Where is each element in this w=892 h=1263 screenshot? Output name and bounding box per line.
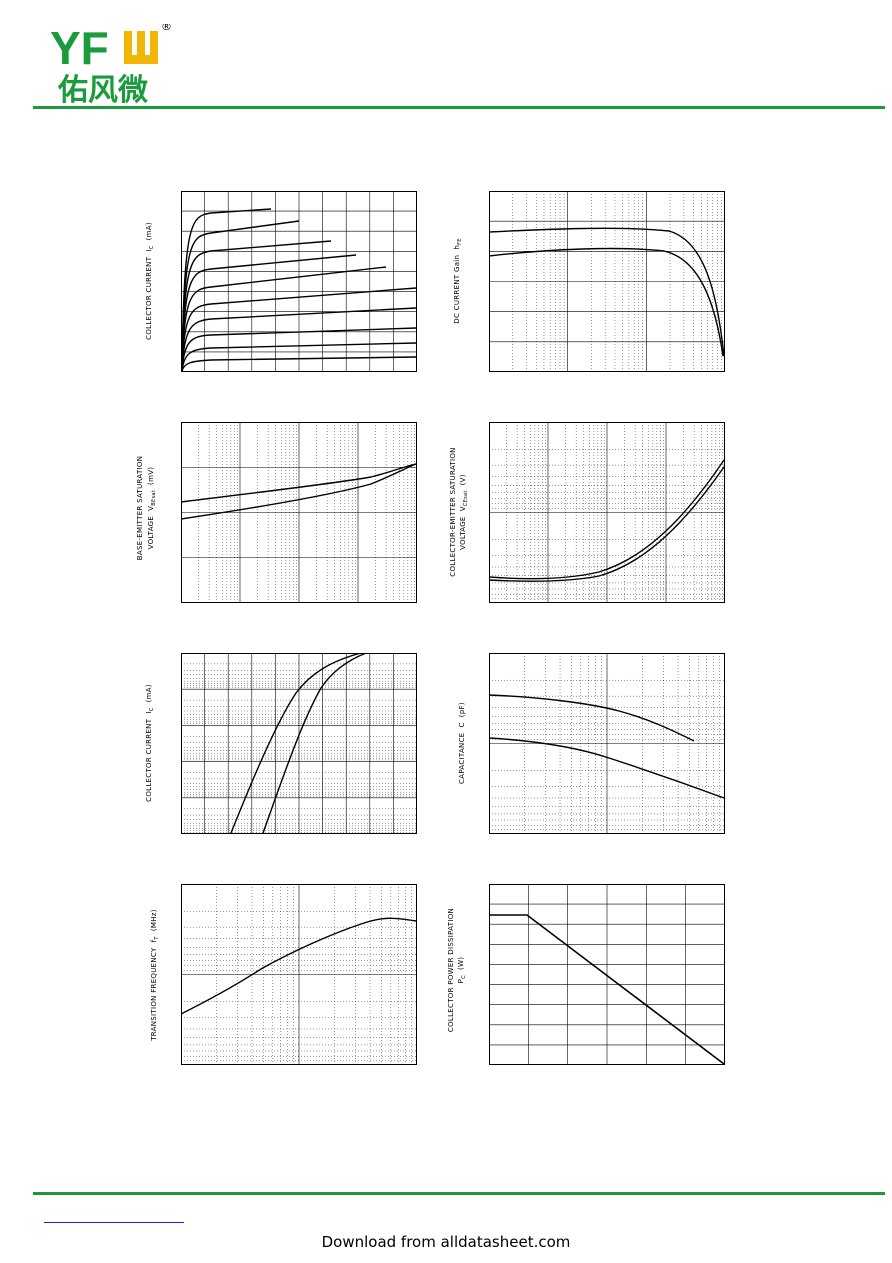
brand-w-mark <box>124 31 158 64</box>
ylabel-hfe-ic: DC CURRENT Gain hFE <box>452 238 464 324</box>
grid <box>489 191 725 372</box>
ylabel-vbesat-ic: BASE-EMITTER SATURATION <box>136 455 144 561</box>
grid <box>489 422 725 603</box>
grid <box>181 653 417 834</box>
curve-vbesat-2 <box>181 463 417 520</box>
curve-ic-10 <box>181 356 417 372</box>
brand-cjk: 佑风微 <box>57 73 148 104</box>
curve-ft <box>181 917 417 1015</box>
ylabel-ic-vbe: COLLECTOR CURRENT IC (mA) <box>144 684 156 802</box>
grid <box>181 884 417 1065</box>
ylabel-vcesat-ic: COLLECTOR-EMITTER SATURATION <box>449 447 457 577</box>
curve-cob <box>489 694 695 742</box>
curve-vbesat-1 <box>181 463 417 503</box>
ylabel-ic-vce: COLLECTOR CURRENT IC (mA) <box>144 222 156 340</box>
header-rule <box>33 106 885 109</box>
chart-vcesat-ic <box>489 422 725 603</box>
chart-ic-vce <box>181 191 417 372</box>
chart-ic-vbe <box>181 653 417 834</box>
curve-ic-9 <box>181 342 417 372</box>
chart-ft-ic <box>181 884 417 1065</box>
curve-ic-8 <box>181 327 417 372</box>
ylabel-vcesat-ic-line2: VOLTAGE VCEsat (V) <box>458 474 470 550</box>
download-notice: Download from alldatasheet.com <box>321 1233 571 1251</box>
chart-hfe-ic <box>489 191 725 372</box>
curve-cib <box>489 737 725 799</box>
curve-icvbe-2 <box>262 653 367 834</box>
registered-mark: ® <box>161 24 172 33</box>
curve-vcesat-2 <box>489 466 725 582</box>
grid <box>489 653 725 834</box>
brand-latin: YF <box>50 24 109 74</box>
footer-rule <box>33 1192 885 1195</box>
chart-cap-v <box>489 653 725 834</box>
grid <box>181 422 417 603</box>
curve-icvbe-1 <box>230 653 362 834</box>
brand-logo: YF 佑风微 ® <box>50 24 172 104</box>
footer-link[interactable] <box>44 1222 184 1223</box>
ylabel-vbesat-ic-line2: VOLTAGE VBEsat (mV) <box>146 466 158 550</box>
ylabel-ft-ic: TRANSITION FREQUENCY fT (MHz) <box>149 909 161 1041</box>
ylabel-cap-v: CAPACITANCE C (pF) <box>458 702 466 784</box>
curve-vcesat-1 <box>489 459 725 580</box>
curve-ic-2 <box>181 220 300 372</box>
chart-pc-ta <box>489 884 725 1065</box>
chart-vbesat-ic <box>181 422 417 603</box>
ylabel-pc-ta: COLLECTOR POWER DISSIPATION <box>447 907 455 1033</box>
curve-derating <box>489 914 725 1065</box>
ylabel-pc-ta-line2: PC (W) <box>456 956 468 984</box>
curve-hfe-1 <box>489 227 725 357</box>
curve-hfe-2 <box>489 247 724 357</box>
grid <box>181 191 417 372</box>
